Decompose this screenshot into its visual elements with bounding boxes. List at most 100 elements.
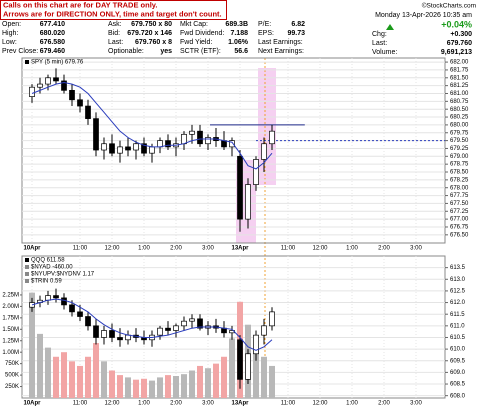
field-value: 56.6 xyxy=(234,48,248,55)
field-label: Low: xyxy=(2,39,17,46)
x-tick-label: 12:00 xyxy=(312,246,328,252)
x-tick-label: 11:00 xyxy=(281,246,296,252)
volume-bar xyxy=(213,363,219,398)
field-value: 7.188 xyxy=(230,30,248,37)
candle-body xyxy=(69,304,75,313)
volume-bar xyxy=(221,356,227,398)
field-value: 9,691,213 xyxy=(441,49,472,56)
candle-body xyxy=(261,325,267,336)
y-tick-label: 679.75 xyxy=(450,130,469,136)
x-tick-label: 2:00 xyxy=(170,246,182,252)
volume-bar xyxy=(149,380,155,398)
candle-body xyxy=(125,146,131,151)
volume-bar xyxy=(189,370,195,398)
field-value: 689.3B xyxy=(225,21,248,28)
candle-body xyxy=(93,118,99,151)
field-label: Volume: xyxy=(372,49,397,56)
legend-entry: $NYUPV:$NYDNV 1.17 xyxy=(31,272,95,278)
volume-bar xyxy=(101,361,107,398)
candle-body xyxy=(29,86,35,97)
volume-bar xyxy=(229,338,235,398)
candle-body xyxy=(109,143,115,154)
field-value: 679.760 x 8 xyxy=(135,39,172,46)
candle-body xyxy=(173,325,179,331)
candle-body xyxy=(101,143,107,151)
moving-average xyxy=(31,298,273,351)
volume-bar xyxy=(269,365,275,398)
y-tick-label: 678.50 xyxy=(450,170,469,176)
y-tick-label: 611.5 xyxy=(450,312,465,318)
x-tick-label: 12:00 xyxy=(104,401,120,406)
up-arrow xyxy=(386,24,394,30)
y-tick-label: 679.25 xyxy=(450,146,469,152)
candle-body xyxy=(85,105,91,119)
x-tick-label: 3:00 xyxy=(410,401,422,406)
field-label: P/E: xyxy=(258,21,271,28)
y-tick-label: 681.75 xyxy=(450,68,469,74)
x-tick-label: 3:00 xyxy=(202,246,214,252)
y-tick-label: 612.5 xyxy=(450,288,466,294)
volume-bar xyxy=(133,379,139,398)
candle-body xyxy=(53,295,59,299)
field-value: yes xyxy=(160,48,172,55)
candle-body xyxy=(165,140,171,148)
y-tick-label: 677.50 xyxy=(450,201,469,207)
candle-body xyxy=(77,99,83,107)
field-label: EPS: xyxy=(258,30,274,37)
volume-bar xyxy=(253,347,259,398)
volume-bar xyxy=(85,356,91,398)
volume-bar xyxy=(93,343,99,398)
volume-bar xyxy=(117,375,123,398)
y-tick-label: 610.5 xyxy=(450,335,466,341)
change-percent: +0.04% xyxy=(441,19,472,29)
legend-entry: SPY (5 min) 679.76 xyxy=(31,60,84,66)
candle-body xyxy=(261,143,267,160)
y-tick-label: 608.0 xyxy=(450,393,466,399)
y-tick-label: 610.0 xyxy=(450,347,466,353)
candle-body xyxy=(181,133,187,145)
x-tick-label: 1:00 xyxy=(138,246,150,252)
candle-body xyxy=(221,140,227,148)
field-value: +0.300 xyxy=(450,31,472,38)
y-tick-label: 680.50 xyxy=(450,107,469,113)
y-tick-label: 676.75 xyxy=(450,225,469,231)
field-value: 679.750 x 80 xyxy=(131,21,172,28)
credit: ©StockCharts.com xyxy=(422,2,476,10)
y-tick-label: 680.00 xyxy=(450,122,469,128)
notice-line: Arrows are for DIRECTION ONLY, time and … xyxy=(3,9,222,18)
volume-tick-label: 1.00M xyxy=(2,350,19,356)
volume-tick-label: 2.25M xyxy=(2,293,19,299)
volume-tick-label: 1.50M xyxy=(2,327,19,333)
candle-body xyxy=(181,320,187,327)
volume-bar xyxy=(37,333,43,398)
y-tick-label: 677.75 xyxy=(450,193,469,199)
panel xyxy=(21,57,446,244)
y-tick-label: 611.0 xyxy=(450,323,465,329)
candle-body xyxy=(245,353,251,380)
x-tick-label: 2:00 xyxy=(378,246,390,252)
candle-body xyxy=(69,90,75,101)
y-tick-label: 679.00 xyxy=(450,154,469,160)
field-label: Mkt Cap: xyxy=(180,21,208,28)
field-value: 99.73 xyxy=(287,30,305,37)
candle-body xyxy=(245,184,251,220)
field-label: Last Earnings: xyxy=(258,39,303,46)
y-tick-label: 608.5 xyxy=(450,382,466,388)
volume-bar xyxy=(29,292,35,398)
field-label: Next Earnings: xyxy=(258,48,304,55)
field-label: Prev Close: xyxy=(2,48,38,55)
volume-bar xyxy=(141,378,147,398)
field-label: Optionable: xyxy=(108,48,144,55)
y-tick-label: 677.00 xyxy=(450,217,469,223)
y-tick-label: 681.00 xyxy=(450,91,469,97)
y-tick-label: 679.50 xyxy=(450,138,469,144)
candle-body xyxy=(197,318,203,329)
y-tick-label: 680.25 xyxy=(450,115,469,121)
field-label: Chg: xyxy=(372,31,387,38)
candle-body xyxy=(77,311,83,317)
notice-box xyxy=(0,0,227,20)
volume-tick-label: 1.25M xyxy=(2,338,19,344)
x-tick-label: 12:00 xyxy=(104,246,120,252)
field-value: 679.760 xyxy=(447,40,472,47)
field-label: Bid: xyxy=(108,30,120,37)
